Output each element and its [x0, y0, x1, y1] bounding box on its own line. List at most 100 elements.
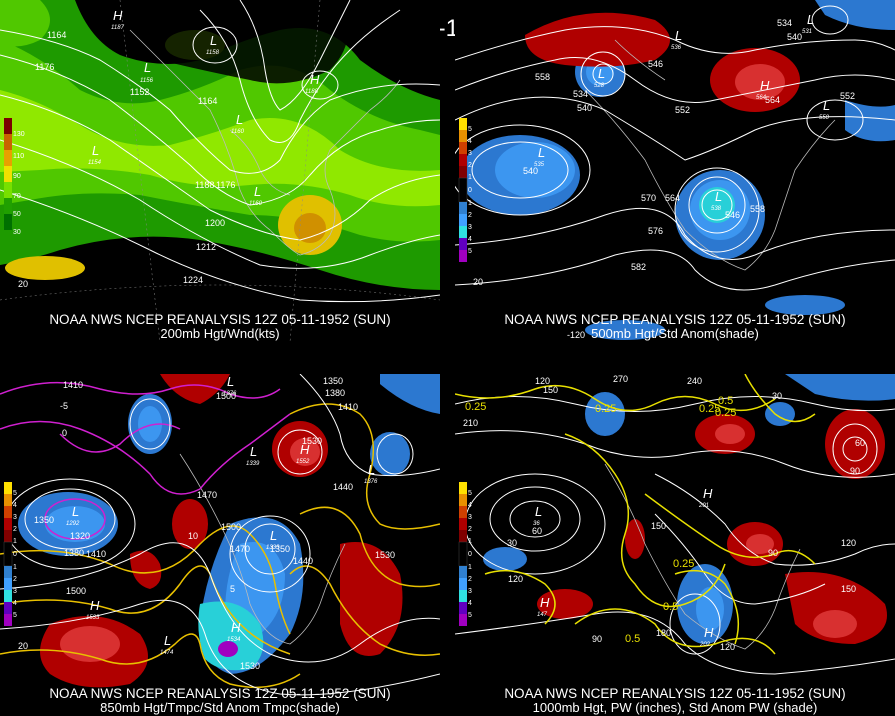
contour-label: -5	[60, 401, 68, 411]
center-letter: H	[300, 442, 310, 457]
panel-caption-source: NOAA NWS NCEP REANALYSIS 12Z 05-11-1952 …	[504, 686, 846, 701]
center-value: 1292	[66, 521, 80, 527]
height-contours	[0, 0, 440, 303]
center-letter: L	[368, 462, 375, 477]
center-value: 536	[671, 45, 682, 51]
legend-tick: 3	[468, 588, 472, 595]
center-letter: H	[760, 78, 770, 93]
center-letter: H	[703, 486, 713, 501]
contour-label: 1350	[34, 515, 54, 525]
legend-tick: 3	[13, 514, 17, 521]
map-850mb: 1410 1500 1350 1380 1410 1530 1470 1440 …	[0, 374, 440, 696]
center-value: 1376	[364, 479, 378, 485]
legend-tick: 1	[468, 564, 472, 571]
contour-labels: 1164 1176 1152 1164 1188 1176 1200 1212 …	[18, 30, 235, 289]
panel-caption-field: 850mb Hgt/Tmpc/Std Anom Tmpc(shade)	[100, 700, 340, 715]
contour-label: 1350	[323, 376, 343, 386]
contour-label: 564	[765, 95, 780, 105]
contour-label: 1530	[375, 550, 395, 560]
contour-label: 1164	[198, 96, 217, 106]
legend-tick: 0	[468, 187, 472, 194]
center-letter: L	[144, 60, 151, 75]
center-letter: L	[210, 33, 217, 48]
center-letter: H	[310, 72, 320, 87]
legend-tick: 5	[13, 612, 17, 619]
center-letter: L	[236, 112, 243, 127]
legend-tick: 2	[468, 162, 472, 169]
center-letter: L	[535, 504, 542, 519]
center-value: 550	[819, 115, 830, 121]
legend-tick: 110	[13, 153, 24, 160]
contour-label: 534	[573, 89, 588, 99]
legend-tick: 90	[13, 173, 21, 180]
center-value: 1188	[305, 89, 319, 95]
panel-850mb-height-temp: 1410 1500 1350 1380 1410 1530 1470 1440 …	[0, 374, 440, 716]
center-value: 36	[533, 521, 540, 527]
legend-tick: 0	[13, 551, 17, 558]
center-letter: H	[704, 625, 714, 640]
contour-label: 150	[841, 584, 856, 594]
map-500mb: 558 534 540 546 552 564 540 570 564 558 …	[455, 0, 895, 340]
contour-label: 582	[631, 262, 646, 272]
panel-caption-source: NOAA NWS NCEP REANALYSIS 12Z 05-11-1952 …	[49, 312, 391, 327]
contour-labels: 120 150 270 240 0.25 210 0.25 30 60 90 1…	[463, 374, 865, 652]
legend-tick: 1	[13, 564, 17, 571]
contour-label: 558	[750, 204, 765, 214]
contour-label: 1152	[130, 87, 149, 97]
contour-label: 90	[850, 466, 860, 476]
contour-label: 90	[592, 634, 602, 644]
panel-caption-source: NOAA NWS NCEP REANALYSIS 12Z 05-11-1952 …	[504, 312, 846, 327]
legend-tick: 5	[468, 612, 472, 619]
contour-label: 546	[648, 59, 663, 69]
center-value: 531	[802, 29, 812, 35]
legend-tick: 2	[468, 576, 472, 583]
contour-label: 150	[651, 521, 666, 531]
legend-tick: 3	[468, 224, 472, 231]
contour-label: 1500	[221, 522, 241, 532]
contour-label: 210	[463, 418, 478, 428]
contour-label: 1410	[338, 402, 358, 412]
center-letter: H	[540, 595, 550, 610]
contour-label: 1176	[216, 180, 235, 190]
center-letter: L	[227, 374, 234, 389]
contour-label: 20	[473, 277, 483, 287]
panel-200mb-height-wind: 1164 1176 1152 1164 1188 1176 1200 1212 …	[0, 0, 440, 342]
center-value: 202	[699, 642, 711, 648]
legend-tick: 1	[468, 200, 472, 207]
contour-label: 1380	[64, 548, 84, 558]
contour-label: 10	[188, 531, 198, 541]
center-value: 535	[534, 162, 545, 168]
center-value: 1534	[227, 637, 241, 643]
center-value: 1533	[86, 615, 100, 621]
legend-tick: 4	[468, 236, 472, 243]
contour-label: 546	[725, 210, 740, 220]
center-letter: L	[823, 98, 830, 113]
contour-label: 0.25	[595, 403, 616, 415]
temperature-contours-cold	[0, 381, 291, 540]
legend-tick: 70	[13, 193, 21, 200]
contour-label: 1212	[196, 242, 216, 252]
center-value: 1376	[223, 391, 237, 397]
contour-label: 60	[532, 526, 542, 536]
center-value: 201	[698, 503, 709, 509]
anomaly-legend: 5 4 3 2 1 0 1 2 3 4 5	[458, 482, 472, 626]
center-letter: L	[164, 633, 171, 648]
contour-label: 1164	[47, 30, 66, 40]
height-contours	[455, 5, 895, 291]
legend-tick: 130	[13, 131, 25, 138]
contour-label: 20	[18, 641, 28, 651]
center-letter: L	[92, 143, 99, 158]
contour-label: 534	[777, 18, 792, 28]
contour-label: 120	[508, 574, 523, 584]
contour-labels: 558 534 540 546 552 564 540 570 564 558 …	[473, 18, 855, 340]
contour-label: 270	[613, 374, 628, 384]
center-value: 1154	[88, 160, 102, 166]
contour-label: 552	[840, 91, 855, 101]
panel-caption-field: 200mb Hgt/Wnd(kts)	[160, 326, 280, 341]
panel-caption-field: 500mb Hgt/Std Anom(shade)	[591, 326, 759, 341]
anomaly-shading	[483, 374, 895, 644]
contour-label: 180	[656, 628, 671, 638]
pressure-centers: L 1376 H 1552 L 1339 L 1376 L 1292 L 133…	[66, 374, 378, 656]
legend-tick: 50	[13, 211, 21, 218]
legend-tick: 3	[468, 150, 472, 157]
